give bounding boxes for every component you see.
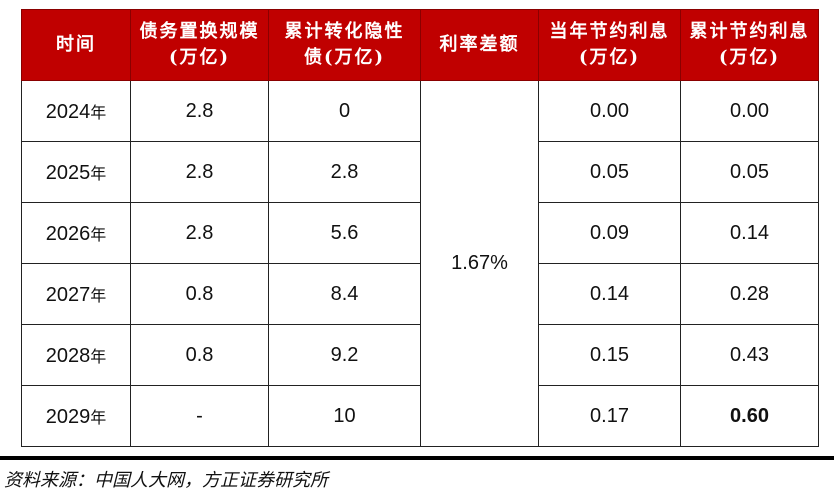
divider [0,456,834,460]
cell-year: 2024年 [21,80,131,142]
cell-cumulative-saving: 0.05 [680,141,819,203]
header-time: 时间 [21,9,131,81]
year-value: 2024 [45,100,91,123]
cell-swap: 2.8 [130,80,269,142]
cell-cumulative-saving: 0.43 [680,324,819,386]
cell-annual-saving: 0.00 [538,80,681,142]
cell-cumulative-saving: 0.00 [680,80,819,142]
year-suffix: 年 [90,346,107,366]
year-value: 2027 [45,283,91,306]
header-cumulative-converted: 累计转化隐性债(万亿) [268,9,421,81]
table-row: 2028年 0.8 9.2 0.15 0.43 [21,324,819,386]
cell-swap: 0.8 [130,324,269,386]
year-suffix: 年 [90,224,107,244]
cell-annual-saving: 0.05 [538,141,681,203]
cell-year: 2029年 [21,385,131,447]
header-row: 时间 债务置换规模(万亿) 累计转化隐性债(万亿) 利率差额 当年节约利息(万亿… [21,9,819,81]
year-value: 2029 [45,405,91,428]
table-row: 2025年 2.8 2.8 0.05 0.05 [21,141,819,203]
cell-swap: 2.8 [130,141,269,203]
cell-cumulative-saving: 0.28 [680,263,819,325]
year-suffix: 年 [90,102,107,122]
cell-cumulative: 8.4 [268,263,421,325]
table-row: 2027年 0.8 8.4 0.14 0.28 [21,263,819,325]
cell-cumulative: 9.2 [268,324,421,386]
header-swap-scale: 债务置换规模(万亿) [130,9,269,81]
year-suffix: 年 [90,285,107,305]
cell-rate-diff: 1.67% [420,80,539,447]
header-annual-saving: 当年节约利息(万亿) [538,9,681,81]
header-rate-diff: 利率差额 [420,9,539,81]
cell-cumulative: 5.6 [268,202,421,264]
cell-cumulative-saving: 0.60 [680,385,819,447]
cell-cumulative: 0 [268,80,421,142]
header-cumulative-saving: 累计节约利息(万亿) [680,9,819,81]
year-value: 2025 [45,161,91,184]
cell-annual-saving: 0.09 [538,202,681,264]
cell-cumulative-saving: 0.14 [680,202,819,264]
table-row: 2026年 2.8 5.6 0.09 0.14 [21,202,819,264]
year-value: 2026 [45,222,91,245]
cell-annual-saving: 0.15 [538,324,681,386]
table-row: 2024年 2.8 0 1.67% 0.00 0.00 [21,80,819,447]
cell-year: 2025年 [21,141,131,203]
source-note: 资料来源：中国人大网，方正证券研究所 [4,470,328,491]
year-suffix: 年 [90,163,107,183]
cell-year: 2028年 [21,324,131,386]
cell-annual-saving: 0.14 [538,263,681,325]
cell-year: 2027年 [21,263,131,325]
cell-cumulative: 10 [268,385,421,447]
cell-annual-saving: 0.17 [538,385,681,447]
cell-swap: - [130,385,269,447]
year-suffix: 年 [90,407,107,427]
table-row: 2029年 -10 0.17 0.60 [21,385,819,447]
cell-swap: 0.8 [130,263,269,325]
interest-savings-table: 时间 债务置换规模(万亿) 累计转化隐性债(万亿) 利率差额 当年节约利息(万亿… [21,9,819,447]
cell-cumulative: 2.8 [268,141,421,203]
cell-swap: 2.8 [130,202,269,264]
year-value: 2028 [45,344,91,367]
cell-year: 2026年 [21,202,131,264]
